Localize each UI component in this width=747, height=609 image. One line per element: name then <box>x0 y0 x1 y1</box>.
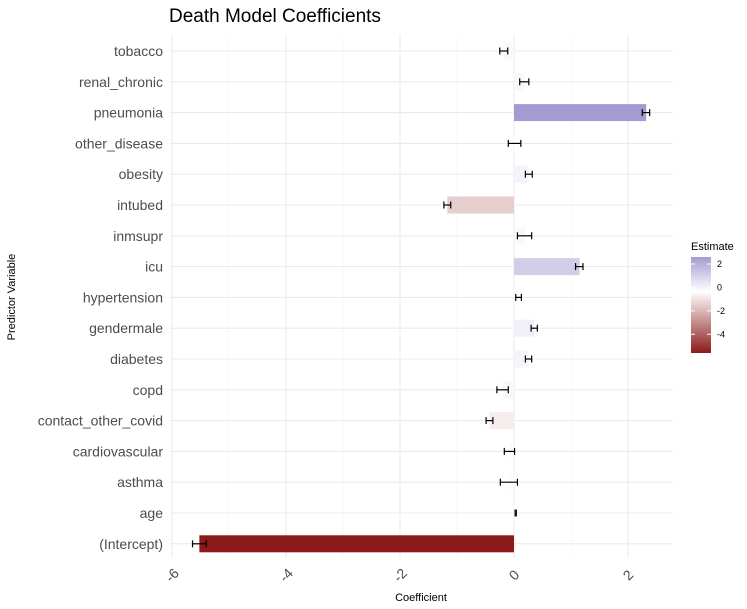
bar-contact_other_covid <box>489 412 514 430</box>
chart-title: Death Model Coefficients <box>169 6 381 27</box>
y-tick-cardiovascular: cardiovascular <box>73 443 164 459</box>
x-tick-label: 0 <box>506 566 523 583</box>
y-tick-tobacco: tobacco <box>114 43 163 59</box>
legend-title: Estimate <box>691 241 734 253</box>
error-bar-inmsupr <box>516 232 533 240</box>
error-bar-copd <box>496 386 509 394</box>
bar-intubed <box>447 196 514 214</box>
y-tick-renal_chronic: renal_chronic <box>79 74 163 90</box>
error-bar-obesity <box>524 170 533 178</box>
error-bar-age <box>514 509 517 517</box>
y-tick-icu: icu <box>145 259 163 275</box>
bar-(Intercept) <box>199 535 515 553</box>
bar-obesity <box>514 165 529 183</box>
error-bar-renal_chronic <box>519 78 530 86</box>
error-bar-other_disease <box>507 139 522 147</box>
bar-icu <box>514 258 580 276</box>
y-tick-age: age <box>140 505 164 521</box>
x-tick-label: -4 <box>276 565 296 585</box>
error-bar-asthma <box>499 478 519 486</box>
error-bar-(Intercept) <box>191 540 207 548</box>
y-tick-hypertension: hypertension <box>83 289 163 305</box>
y-tick-diabetes: diabetes <box>110 351 163 367</box>
legend-tick-label: 2 <box>717 259 722 269</box>
bar-diabetes <box>514 350 529 368</box>
y-tick-(Intercept): (Intercept) <box>99 536 163 552</box>
error-bar-hypertension <box>515 293 523 301</box>
y-tick-pneumonia: pneumonia <box>94 105 163 121</box>
y-tick-asthma: asthma <box>117 474 163 490</box>
legend-colorbar <box>691 257 711 353</box>
legend-tick-label: 0 <box>717 282 722 292</box>
y-tick-copd: copd <box>133 382 163 398</box>
error-bar-layer <box>191 47 651 548</box>
y-tick-intubed: intubed <box>117 197 163 213</box>
error-bar-pneumonia <box>641 109 651 117</box>
y-tick-inmsupr: inmsupr <box>113 228 163 244</box>
error-bar-cardiovascular <box>503 447 516 455</box>
legend: Estimate 2 0 -2 -4 <box>691 241 734 353</box>
y-tick-other_disease: other_disease <box>75 135 163 151</box>
bar-pneumonia <box>514 104 647 122</box>
error-bar-intubed <box>443 201 452 209</box>
x-tick-label: -6 <box>162 565 182 585</box>
error-bar-diabetes <box>524 355 533 363</box>
bar-tobacco <box>503 42 514 60</box>
x-axis-label: Coefficient <box>395 592 447 604</box>
x-tick-label: 2 <box>620 566 637 583</box>
x-tick-label: -2 <box>390 565 410 585</box>
legend-tick-label: -4 <box>717 329 725 339</box>
grid-layer <box>170 35 673 558</box>
error-bar-contact_other_covid <box>485 417 494 425</box>
y-tick-obesity: obesity <box>119 166 163 182</box>
error-bar-tobacco <box>499 47 509 55</box>
legend-ticks: 2 0 -2 -4 <box>691 259 725 339</box>
error-bar-gendermale <box>530 324 538 332</box>
y-tick-labels: tobacco renal_chronic pneumonia other_disea… <box>38 43 164 552</box>
error-bar-icu <box>574 263 584 271</box>
legend-tick-label: -2 <box>717 306 725 316</box>
bar-gendermale <box>514 319 534 337</box>
y-tick-gendermale: gendermale <box>89 320 163 336</box>
y-tick-contact_other_covid: contact_other_covid <box>38 413 163 429</box>
y-axis-label: Predictor Variable <box>6 254 18 341</box>
x-tick-labels: -6 -4 -2 0 2 <box>162 565 637 585</box>
